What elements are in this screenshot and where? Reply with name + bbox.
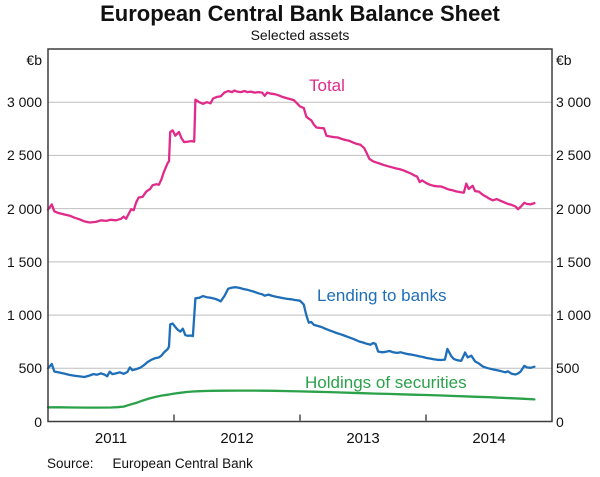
- x-axis-label-2011: 2011: [94, 430, 128, 447]
- y-axis-label-left-3000: 3 000: [6, 94, 42, 111]
- y-axis-label-right-0: 0: [556, 413, 564, 430]
- series-label-lending-to-banks: Lending to banks: [317, 286, 447, 305]
- y-axis-label-right-2000: 2 000: [556, 200, 592, 217]
- y-axis-label-left-1000: 1 000: [6, 307, 42, 324]
- y-axis-label-left-2000: 2 000: [6, 200, 42, 217]
- series-line-total: [46, 89, 536, 224]
- y-axis-label-right-500: 500: [556, 360, 580, 377]
- y-axis-unit-right: €b: [556, 52, 572, 68]
- x-axis-label-2013: 2013: [346, 430, 380, 447]
- y-axis-label-right-2500: 2 500: [556, 147, 592, 164]
- series-label-total: Total: [309, 76, 345, 95]
- source-value: European Central Bank: [112, 456, 253, 471]
- source-label: Source:: [47, 456, 94, 471]
- series-label-holdings-of-securities: Holdings of securities: [305, 373, 467, 392]
- y-axis-label-left-500: 500: [18, 360, 42, 377]
- chart-title: European Central Bank Balance Sheet: [100, 1, 500, 26]
- plot-frame: [47, 48, 553, 423]
- y-axis-label-left-2500: 2 500: [6, 147, 42, 164]
- y-axis-label-right-3000: 3 000: [556, 94, 592, 111]
- y-axis-unit-left: €b: [26, 52, 42, 68]
- series-line-holdings-of-securities: [46, 389, 536, 409]
- y-axis-label-right-1000: 1 000: [556, 307, 592, 324]
- x-axis-label-2014: 2014: [472, 430, 506, 447]
- chart-subtitle: Selected assets: [250, 27, 350, 43]
- series-line-lending-to-banks: [46, 286, 536, 379]
- y-axis-label-right-1500: 1 500: [556, 253, 592, 270]
- x-axis-label-2012: 2012: [220, 430, 254, 447]
- y-axis-label-left-0: 0: [34, 413, 42, 430]
- source-line: Source: European Central Bank: [47, 456, 253, 471]
- y-axis-label-left-1500: 1 500: [6, 253, 42, 270]
